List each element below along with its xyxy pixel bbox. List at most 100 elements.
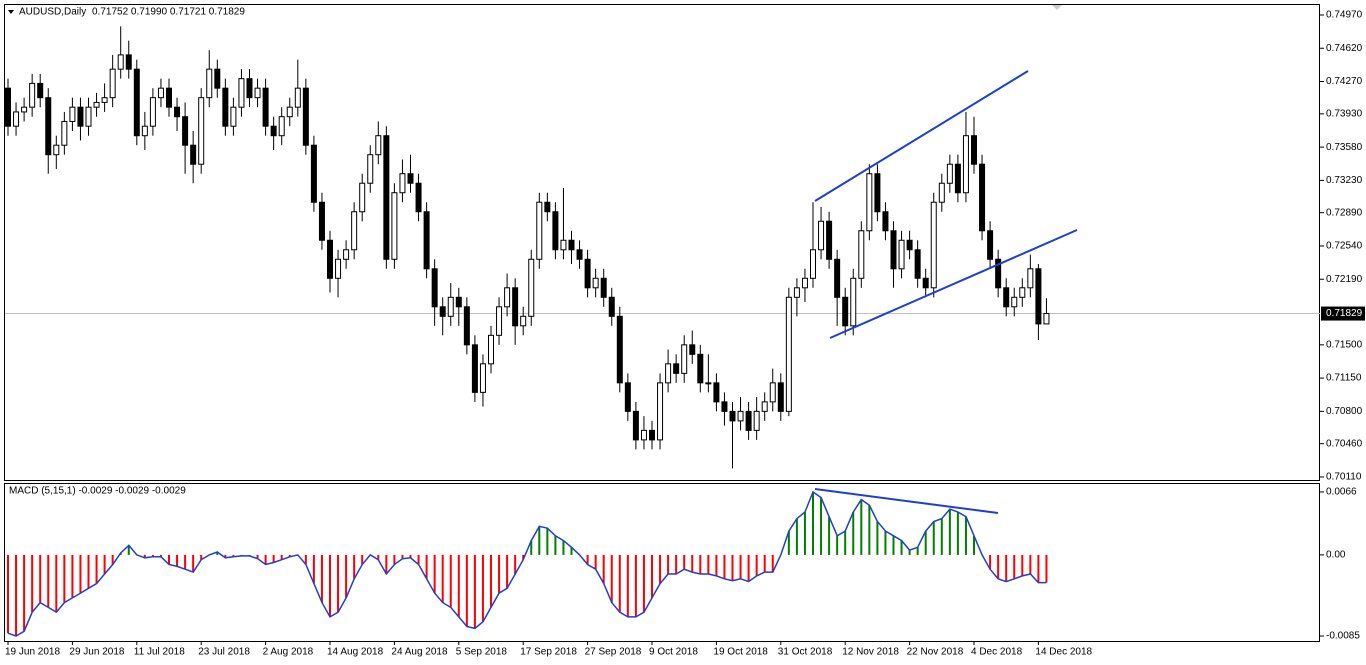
candle-body <box>488 334 494 365</box>
trend-line <box>814 70 1029 202</box>
y-tick-label: 0.70800 <box>1326 406 1363 417</box>
x-tick-label: 14 Aug 2018 <box>327 647 384 658</box>
candle-body <box>938 182 945 203</box>
x-tick-label: 19 Jun 2018 <box>5 647 60 658</box>
candle-body <box>496 306 503 336</box>
candle-body <box>552 211 559 251</box>
candle-body <box>785 296 792 412</box>
candle-body <box>946 163 953 184</box>
candle-body <box>673 363 680 374</box>
candle-body <box>971 135 977 165</box>
candle-body <box>157 87 164 99</box>
candle-body <box>979 163 986 232</box>
candle-body <box>1035 268 1042 325</box>
candle-body <box>479 363 486 393</box>
candle-body <box>343 249 350 260</box>
candle-body <box>922 277 929 289</box>
candle-body <box>117 54 124 70</box>
candle-body <box>391 192 398 260</box>
candle-body <box>423 211 430 270</box>
candle-body <box>777 382 784 412</box>
candle-body <box>874 173 881 213</box>
menu-arrow[interactable] <box>8 10 14 14</box>
candle-body <box>45 97 52 156</box>
candle-body <box>270 125 277 137</box>
candle-body <box>504 287 511 308</box>
candle-body <box>512 287 519 327</box>
y-tick-label: 0.71500 <box>1326 339 1363 350</box>
candle-body <box>85 106 92 127</box>
candle-body <box>737 410 744 422</box>
candle-body <box>431 268 438 308</box>
candle-body <box>278 116 285 137</box>
candle-body <box>850 277 857 327</box>
y-tick-label: -0.0085 <box>1326 631 1360 642</box>
candle-body <box>793 287 800 298</box>
x-tick-label: 12 Nov 2018 <box>842 647 899 658</box>
candle-body <box>182 116 189 146</box>
candle-body <box>689 344 696 355</box>
candle-body <box>318 201 325 241</box>
y-tick-label: 0.73930 <box>1326 108 1363 119</box>
candle-body <box>681 344 688 374</box>
x-tick-label: 14 Dec 2018 <box>1035 647 1092 658</box>
candle-body <box>383 135 390 260</box>
candle-body <box>592 277 599 289</box>
candle-body <box>906 239 913 251</box>
candle-body <box>447 296 454 317</box>
y-tick-label: 0.00 <box>1326 550 1346 561</box>
candle-body <box>810 249 816 279</box>
candle-body <box>133 68 140 137</box>
candle-body <box>713 382 720 403</box>
candle-body <box>230 106 237 127</box>
candle-body <box>407 173 414 184</box>
candle-body <box>568 239 575 251</box>
ohlc-text: 0.71752 0.71990 0.71721 0.71829 <box>92 7 245 18</box>
candle-body <box>624 382 631 412</box>
candle-body <box>254 87 261 99</box>
candle-body <box>640 429 647 441</box>
candle-body <box>190 144 197 165</box>
candle-body <box>576 249 583 260</box>
candle-body <box>866 173 873 232</box>
candle-body <box>826 220 833 260</box>
y-tick-label: 0.0066 <box>1326 487 1357 498</box>
current-price-box <box>1321 306 1365 321</box>
candle-body <box>222 87 229 127</box>
candle-body <box>61 120 68 146</box>
candle-body <box>761 401 768 412</box>
current-price-label: 0.71829 <box>1326 308 1363 319</box>
candle-body <box>584 258 591 289</box>
candle-body <box>954 163 961 194</box>
candle-body <box>657 382 664 441</box>
x-tick-label: 24 Aug 2018 <box>391 647 448 658</box>
x-tick-label: 11 Jul 2018 <box>134 647 185 658</box>
candle-body <box>890 230 897 270</box>
candle-body <box>544 201 551 213</box>
candle-body <box>1011 296 1018 308</box>
candle-body <box>987 230 994 260</box>
candle-body <box>141 125 148 137</box>
candle-body <box>962 135 969 194</box>
trend-line <box>814 488 999 514</box>
y-tick-label: 0.74620 <box>1326 43 1363 54</box>
candle-body <box>560 239 567 251</box>
x-tick-label: 27 Sep 2018 <box>585 647 642 658</box>
candle-body <box>705 382 712 385</box>
candle-body <box>753 410 760 431</box>
candle-body <box>37 82 44 99</box>
candle-body <box>77 106 84 127</box>
candle-body <box>69 106 76 122</box>
macd-pane <box>4 483 1320 642</box>
candle-body <box>930 201 937 289</box>
candle-body <box>101 97 108 103</box>
macd-title: MACD (5,15,1) -0.0029 -0.0029 -0.0029 <box>9 486 186 497</box>
candle-body <box>246 78 253 99</box>
candle-body <box>367 154 374 184</box>
candle-body <box>536 201 543 260</box>
candle-body <box>198 97 205 165</box>
y-tick-label: 0.70110 <box>1326 472 1362 483</box>
candle-body <box>125 54 132 70</box>
candle-body <box>471 344 478 393</box>
candle-body <box>520 315 527 327</box>
